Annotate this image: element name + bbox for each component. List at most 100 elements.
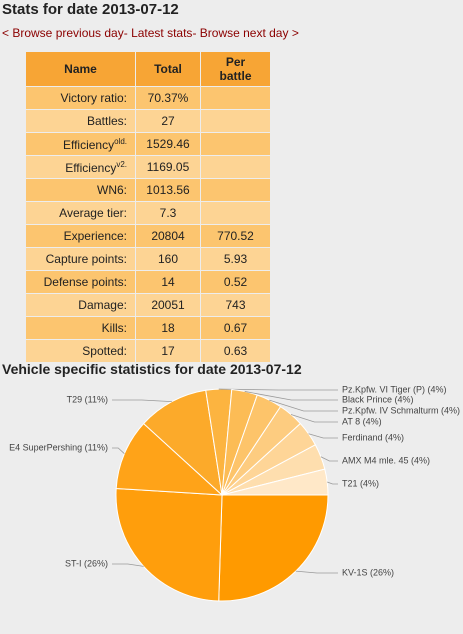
per-battle-cell: 0.52 [201,271,270,293]
row-label: Experience: [63,229,127,243]
pie-slice [115,487,223,602]
slice-label: KV-1S (26%) [342,567,394,577]
column-header: Name [26,52,135,86]
total-cell: 18 [136,317,200,339]
table-row: Spotted: 17 0.63 [26,340,270,362]
pie-slice [142,389,223,497]
table-row: Victory ratio: 70.37% [26,87,270,109]
leader-line [308,433,338,439]
total-cell: 27 [136,110,200,132]
total-value: 70.37% [147,91,189,105]
per-battle-value: 743 [225,298,246,312]
chart-title: Vehicle specific statistics for date 201… [2,361,302,377]
total-cell: 20051 [136,294,200,316]
row-label: Average tier: [59,206,127,220]
per-battle-cell [201,133,270,155]
leader-line [320,456,338,462]
leader-line [295,570,338,574]
per-battle-value: 0.67 [223,321,248,335]
total-cell: 20804 [136,225,200,247]
per-battle-value: 0.63 [223,344,248,358]
total-value: 1169.05 [146,160,190,174]
leader-line [112,399,172,403]
per-battle-value: 5.93 [223,252,248,266]
total-cell: 17 [136,340,200,362]
total-value: 1529.46 [146,137,190,151]
per-battle-cell: 0.67 [201,317,270,339]
row-name: WN6: [26,179,135,201]
leader-line [112,447,125,454]
pie-chart: KV-1S (26%) ST-I (26%) E4 SuperPershing (1… [9,384,460,602]
total-value: 18 [161,321,175,335]
per-battle-value: 0.52 [223,275,248,289]
row-name: Capture points: [26,248,135,270]
table-row: Defense points: 14 0.52 [26,271,270,293]
table-row: Capture points: 160 5.93 [26,248,270,270]
per-battle-cell: 770.52 [201,225,270,247]
pie-slice [218,494,329,602]
row-label: Damage: [78,298,127,312]
row-name: Efficiencyv2. [26,156,135,178]
row-name: Victory ratio: [26,87,135,109]
total-value: 160 [157,252,179,266]
stats-table: Name Total Per battle Victory ratio: 70.37% B… [25,51,271,363]
row-name: Defense points: [26,271,135,293]
slice-label: AT 8 (4%) [342,416,382,426]
row-name: Battles: [26,110,135,132]
slice-label: E4 SuperPershing (11%) [9,442,108,452]
row-label: WN6: [97,183,127,197]
row-label: Victory ratio: [60,91,127,105]
row-name: Average tier: [26,202,135,224]
row-label: Spotted: [82,344,127,358]
total-value: 1013.56 [146,183,190,197]
column-header: Total [136,52,200,86]
leader-line [112,563,144,567]
total-value: 7.3 [159,206,177,220]
nav-link[interactable]: - Latest stats [123,26,193,40]
row-label: Efficiency [65,160,117,175]
column-header: Per battle [201,52,270,86]
per-battle-cell [201,179,270,201]
pie-slice [221,468,329,496]
row-name: Efficiencyold. [26,133,135,155]
total-value: 14 [161,275,175,289]
total-cell: 1529.46 [136,133,200,155]
table-row: Average tier: 7.3 [26,202,270,224]
row-label: Battles: [86,114,127,128]
total-value: 20804 [151,229,185,243]
row-name: Kills: [26,317,135,339]
nav-link[interactable]: < Browse previous day [2,26,124,40]
leader-line [269,399,338,412]
table-row: Kills: 18 0.67 [26,317,270,339]
total-value: 20051 [151,298,185,312]
table-row: Efficiencyold. 1529.46 [26,133,270,155]
row-name: Damage: [26,294,135,316]
row-label: Kills: [101,321,127,335]
page-title: Stats for date 2013-07-12 [2,1,179,18]
total-value: 27 [161,114,175,128]
leader-line [290,414,338,423]
per-battle-cell [201,87,270,109]
per-battle-cell [201,156,270,178]
row-label-sup: old. [114,136,127,146]
slice-label: Pz.Kpfw. IV Schmalturm (4%) [342,405,460,415]
total-cell: 160 [136,248,200,270]
slice-label: T21 (4%) [342,478,379,488]
row-label-sup: v2. [116,159,127,169]
slice-label: T29 (11%) [67,394,108,404]
total-cell: 14 [136,271,200,293]
per-battle-cell: 5.93 [201,248,270,270]
per-battle-value: 770.52 [217,229,254,243]
total-cell: 7.3 [136,202,200,224]
per-battle-cell: 0.63 [201,340,270,362]
row-name: Experience: [26,225,135,247]
leader-line [218,388,338,391]
per-battle-cell: 743 [201,294,270,316]
slice-label: Pz.Kpfw. VI Tiger (P) (4%) [342,384,447,394]
row-label: Efficiency [62,137,115,152]
nav-link[interactable]: - Browse next day > [192,26,299,40]
per-battle-cell [201,110,270,132]
per-battle-cell [201,202,270,224]
table-row: Efficiencyv2. 1169.05 [26,156,270,178]
